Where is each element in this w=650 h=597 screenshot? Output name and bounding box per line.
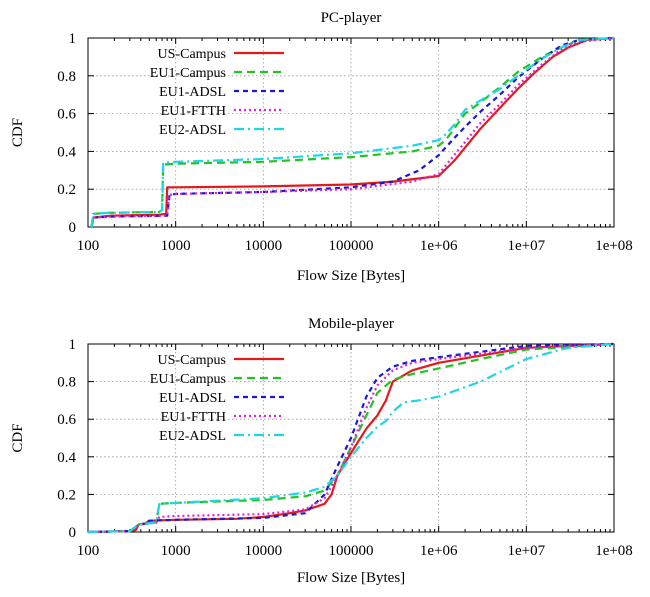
chart1-y-axis-title: CDF bbox=[10, 118, 26, 147]
chart2-y-axis-title: CDF bbox=[10, 423, 26, 452]
chart1-series-us-campus bbox=[90, 36, 615, 228]
chart2-title: Mobile-player bbox=[308, 316, 394, 332]
chart1-series-eu1-ftth bbox=[90, 36, 615, 228]
chart1-x-tick-label: 10000 bbox=[245, 238, 283, 254]
chart1-x-axis-title: Flow Size [Bytes] bbox=[297, 268, 405, 284]
chart2-series-eu2-adsl bbox=[87, 342, 615, 534]
chart2-y-tick-label: 0.4 bbox=[57, 450, 76, 466]
chart2-x-axis-title: Flow Size [Bytes] bbox=[297, 570, 405, 586]
chart1-panel: 100 1000 10000 100000 1e+06 1e+07 1e+08 0 0.2 0.4… bbox=[10, 10, 633, 284]
chart1-legend-label: EU2-ADSL bbox=[159, 123, 226, 138]
chart2-x-tick-label: 1e+07 bbox=[508, 543, 546, 559]
chart2-x-tick-label: 100 bbox=[77, 543, 100, 559]
chart2-legend-label: EU2-ADSL bbox=[159, 429, 226, 444]
chart1-y-tick-label: 0.2 bbox=[57, 182, 76, 198]
chart2-x-tick-label: 1e+06 bbox=[420, 543, 458, 559]
chart1-y-tick-label: 0.8 bbox=[57, 69, 76, 85]
chart2-y-tick-label: 0.8 bbox=[57, 375, 76, 391]
chart1-legend-label: EU1-ADSL bbox=[159, 85, 226, 100]
chart1-y-tick-label: 0 bbox=[69, 220, 77, 236]
chart1-x-tick-label: 1e+07 bbox=[508, 238, 546, 254]
chart2-legend-label: US-Campus bbox=[158, 353, 226, 368]
chart2-x-tick-label: 1000 bbox=[161, 543, 191, 559]
chart2-x-tick-label: 10000 bbox=[245, 543, 283, 559]
chart1-title: PC-player bbox=[321, 10, 382, 26]
chart1-y-tick-label: 0.6 bbox=[57, 107, 76, 123]
chart1-x-tick-label: 1000 bbox=[161, 238, 191, 254]
chart2-panel: 100 1000 10000 100000 1e+06 1e+07 1e+08 0 0.2 0.4… bbox=[10, 316, 633, 586]
chart2-x-tick-label: 100000 bbox=[329, 543, 374, 559]
chart1-series-eu2-adsl bbox=[90, 36, 615, 228]
chart2-y-tick-label: 0.2 bbox=[57, 487, 76, 503]
chart2-legend-label: EU1-FTTH bbox=[161, 410, 226, 425]
chart1-legend: US-Campus EU1-Campus EU1-ADSL EU1-FTTH EU2-A… bbox=[150, 47, 284, 138]
chart1-x-tick-label: 100000 bbox=[329, 238, 374, 254]
chart2-legend-label: EU1-ADSL bbox=[159, 391, 226, 406]
chart2-y-tick-label: 1 bbox=[69, 337, 77, 353]
chart2-legend-label: EU1-Campus bbox=[150, 372, 226, 387]
chart2-x-tick-label: 1e+08 bbox=[595, 543, 633, 559]
chart2-y-tick-label: 0 bbox=[69, 525, 77, 541]
chart1-legend-label: EU1-FTTH bbox=[161, 104, 226, 119]
chart1-legend-label: US-Campus bbox=[158, 47, 226, 62]
chart1-x-tick-label: 1e+06 bbox=[420, 238, 458, 254]
chart1-x-tick-label: 1e+08 bbox=[595, 238, 633, 254]
chart2-y-tick-label: 0.6 bbox=[57, 412, 76, 428]
chart2-legend: US-Campus EU1-Campus EU1-ADSL EU1-FTTH EU2-A… bbox=[150, 353, 284, 444]
chart1-y-tick-label: 1 bbox=[69, 31, 77, 47]
chart1-y-tick-label: 0.4 bbox=[57, 144, 76, 160]
chart1-x-tick-label: 100 bbox=[77, 238, 100, 254]
chart1-legend-label: EU1-Campus bbox=[150, 66, 226, 81]
